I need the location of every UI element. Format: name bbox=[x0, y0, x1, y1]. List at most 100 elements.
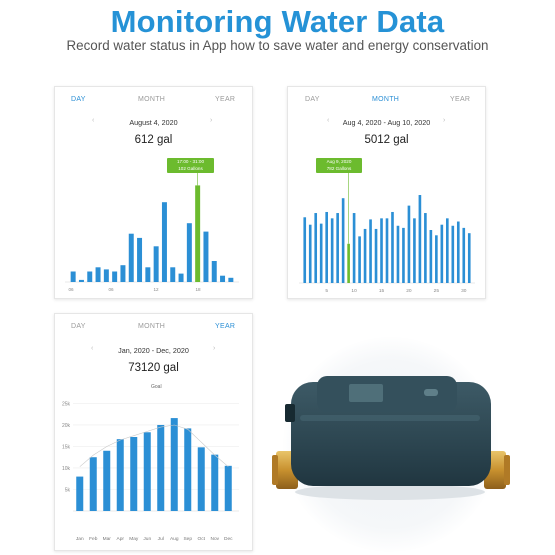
chart-bar bbox=[462, 227, 466, 283]
chart-bar bbox=[103, 269, 109, 282]
chart-bar bbox=[429, 230, 433, 283]
x-tick-label: Apr bbox=[117, 536, 125, 542]
usage-tooltip: 17:00 - 31:00 102 Gallons bbox=[167, 158, 214, 174]
day-usage-card: DAY MONTH YEAR ‹ August 4, 2020 › 612 ga… bbox=[54, 86, 253, 299]
tab-month[interactable]: MONTH bbox=[138, 96, 166, 103]
chart-bar bbox=[211, 454, 219, 511]
x-tick-label: 10 bbox=[351, 288, 357, 294]
tab-day[interactable]: DAY bbox=[71, 323, 86, 330]
chart-bar bbox=[184, 428, 192, 511]
chart-bar bbox=[456, 221, 460, 283]
y-tick-label: 25k bbox=[62, 401, 71, 407]
chart-bar bbox=[440, 224, 444, 283]
x-tick-label: 25 bbox=[434, 288, 440, 294]
page-title: Monitoring Water Data bbox=[110, 4, 445, 39]
chart-bar bbox=[178, 273, 184, 282]
chevron-right-icon[interactable]: › bbox=[210, 117, 213, 124]
tab-day[interactable]: DAY bbox=[305, 96, 320, 103]
chart-bar bbox=[319, 223, 323, 283]
chart-bar bbox=[303, 217, 307, 283]
chart-bar bbox=[228, 277, 234, 282]
chart-bar bbox=[128, 233, 134, 282]
chart-bar bbox=[402, 227, 405, 283]
goal-curve bbox=[79, 424, 229, 467]
chart-bar bbox=[157, 424, 165, 511]
tooltip-date: Aug 9, 2020 bbox=[326, 159, 352, 164]
chart-bar bbox=[78, 279, 84, 282]
chart-bar bbox=[418, 195, 422, 283]
chart-bar bbox=[137, 237, 143, 282]
x-tick-label: 18 bbox=[195, 287, 201, 292]
chart-bar bbox=[116, 439, 124, 511]
chart-bar bbox=[95, 267, 101, 282]
chart-bar bbox=[363, 228, 367, 283]
x-tick-label: 06 bbox=[108, 287, 114, 292]
x-tick-label: Jul bbox=[158, 536, 164, 542]
x-tick-label: Oct bbox=[198, 536, 206, 542]
tab-day[interactable]: DAY bbox=[71, 96, 86, 103]
tab-year[interactable]: YEAR bbox=[215, 96, 236, 103]
chart-bar bbox=[161, 202, 167, 282]
x-tick-label: Jun bbox=[143, 536, 151, 542]
chart-bar bbox=[170, 267, 176, 282]
chart-bar bbox=[369, 219, 372, 283]
tab-month[interactable]: MONTH bbox=[138, 323, 166, 330]
x-tick-label: 15 bbox=[379, 288, 385, 294]
x-tick-label: 20 bbox=[406, 288, 412, 294]
chart-bar bbox=[130, 437, 138, 511]
day-bar-chart: 06 06 12 18 bbox=[65, 173, 239, 292]
chart-bar bbox=[314, 213, 318, 283]
x-tick-label: Feb bbox=[89, 536, 98, 542]
chevron-right-icon[interactable]: › bbox=[213, 345, 216, 352]
x-tick-label: Aug bbox=[170, 536, 179, 542]
chart-bar bbox=[330, 218, 334, 283]
x-tick-label: 5 bbox=[325, 288, 328, 294]
chart-bar bbox=[220, 275, 226, 282]
tooltip-value: 782 Gallons bbox=[326, 165, 352, 171]
month-bar-chart: 5 10 15 20 25 30 bbox=[299, 173, 475, 294]
chart-bar bbox=[211, 261, 217, 282]
chevron-left-icon[interactable]: ‹ bbox=[91, 345, 94, 352]
chart-bar bbox=[435, 235, 438, 283]
chart-bar bbox=[358, 236, 361, 283]
chart-bar bbox=[396, 225, 400, 283]
x-tick-label: Nov bbox=[210, 536, 219, 542]
year-bar-chart: 5k 10k 15k 20k 25k Jan Feb Mar Apr May Jun Jul Aug Se… bbox=[62, 401, 239, 542]
chevron-right-icon[interactable]: › bbox=[443, 117, 446, 124]
x-tick-label: Sep bbox=[183, 536, 192, 542]
chart-bar bbox=[70, 271, 76, 282]
chart-bar bbox=[308, 224, 312, 283]
period-label: August 4, 2020 bbox=[129, 118, 178, 127]
page-subtitle: Record water status in App how to save w… bbox=[66, 38, 489, 53]
chart-bar bbox=[325, 211, 328, 283]
chart-bar bbox=[391, 211, 394, 283]
chart-bar bbox=[385, 218, 389, 283]
x-tick-label: 12 bbox=[153, 287, 159, 292]
month-usage-card: DAY MONTH YEAR ‹ Aug 4, 2020 - Aug 10, 2… bbox=[287, 86, 486, 299]
y-tick-label: 10k bbox=[62, 466, 71, 472]
chart-bar bbox=[451, 225, 455, 283]
chart-bar bbox=[186, 223, 192, 282]
period-label: Jan, 2020 - Dec, 2020 bbox=[118, 346, 189, 355]
tooltip-value: 102 Gallons bbox=[178, 165, 203, 171]
chevron-left-icon[interactable]: ‹ bbox=[327, 117, 330, 124]
tab-month[interactable]: MONTH bbox=[372, 96, 400, 103]
tab-year[interactable]: YEAR bbox=[215, 323, 236, 330]
year-usage-card: DAY MONTH YEAR ‹ Jan, 2020 - Dec, 2020 ›… bbox=[54, 313, 253, 551]
usage-total: 5012 gal bbox=[364, 134, 409, 146]
x-tick-label: Dec bbox=[224, 536, 233, 542]
chart-bar bbox=[407, 205, 411, 283]
chart-bar bbox=[112, 271, 118, 282]
period-label: Aug 4, 2020 - Aug 10, 2020 bbox=[342, 118, 431, 127]
chart-bar bbox=[467, 233, 471, 283]
chevron-left-icon[interactable]: ‹ bbox=[92, 117, 95, 124]
x-tick-label: Jan bbox=[76, 536, 84, 542]
chart-bar bbox=[195, 185, 201, 282]
x-tick-label: May bbox=[129, 536, 139, 542]
tab-year[interactable]: YEAR bbox=[450, 96, 471, 103]
chart-bar bbox=[336, 213, 339, 283]
chart-bar bbox=[446, 218, 449, 283]
chart-bar bbox=[424, 213, 427, 283]
chart-bar bbox=[347, 243, 350, 283]
x-tick-label: 30 bbox=[461, 288, 467, 294]
